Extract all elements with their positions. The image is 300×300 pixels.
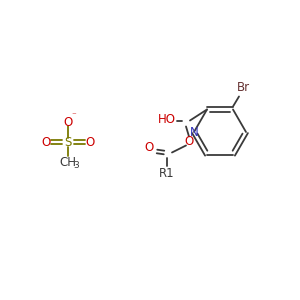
Text: O: O [41,136,51,148]
Text: O: O [63,116,73,128]
Text: HO: HO [158,113,176,126]
Text: O: O [184,135,194,148]
Text: Br: Br [236,81,250,94]
Text: O: O [85,136,94,148]
Text: O: O [144,141,154,154]
Text: CH: CH [59,155,76,169]
Text: 3: 3 [73,161,79,170]
Text: N: N [190,125,198,139]
Text: S: S [64,136,72,148]
Text: R1: R1 [159,167,175,180]
Text: ⁻: ⁻ [72,112,76,121]
